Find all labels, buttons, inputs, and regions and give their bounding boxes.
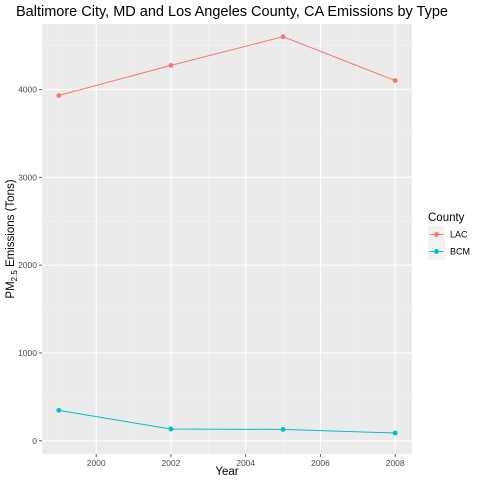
y-tick-label: 4000: [18, 84, 37, 94]
legend-key-point-bcm: [434, 249, 439, 254]
x-tick-label: 2002: [161, 458, 180, 468]
x-tick-label: 2006: [311, 458, 330, 468]
x-axis: 2000 2002 2004 2006 2008: [87, 454, 405, 468]
y-tick-label: 0: [32, 436, 37, 446]
data-point-bcm: [281, 427, 286, 432]
data-point-lac: [56, 93, 61, 98]
y-tick-label: 3000: [18, 172, 37, 182]
x-tick-label: 2000: [87, 458, 106, 468]
y-axis-title: PM2.5 Emissions (Tons): [5, 179, 19, 298]
y-tick-label: 1000: [18, 348, 37, 358]
x-axis-title: Year: [215, 466, 238, 478]
x-tick-label: 2004: [236, 458, 255, 468]
legend-key-point-lac: [434, 232, 439, 237]
chart-title: Baltimore City, MD and Los Angeles Count…: [16, 4, 448, 20]
y-tick-label: 2000: [18, 260, 37, 270]
data-point-bcm: [393, 431, 398, 436]
legend: County LAC BCM: [428, 212, 470, 260]
plot-panel: [42, 24, 412, 454]
y-axis: 0 1000 2000 3000 4000: [18, 84, 42, 445]
legend-title: County: [428, 212, 465, 224]
data-point-lac: [393, 78, 398, 83]
data-point-lac: [169, 63, 174, 68]
data-point-bcm: [56, 408, 61, 413]
data-point-lac: [281, 34, 286, 39]
y-axis-title-subscript: 2.5: [10, 270, 19, 282]
y-axis-title-main: PM: [5, 281, 17, 298]
legend-label-bcm: BCM: [450, 247, 470, 257]
y-axis-title-rest: Emissions (Tons): [5, 179, 17, 270]
data-point-bcm: [169, 427, 174, 432]
x-tick-label: 2008: [386, 458, 405, 468]
legend-label-lac: LAC: [450, 230, 468, 240]
